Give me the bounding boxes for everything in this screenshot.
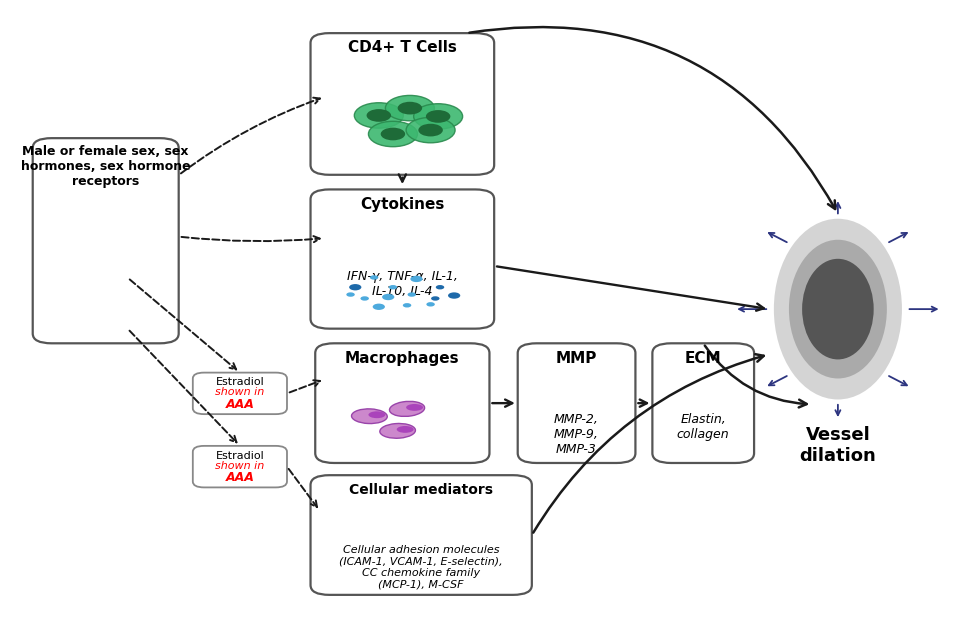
Ellipse shape	[774, 219, 901, 399]
Text: Macrophages: Macrophages	[345, 350, 459, 365]
FancyBboxPatch shape	[310, 475, 532, 595]
Text: ECM: ECM	[685, 350, 722, 365]
Text: Vessel
dilation: Vessel dilation	[799, 426, 877, 465]
Ellipse shape	[789, 240, 887, 379]
Text: Cytokines: Cytokines	[360, 197, 445, 212]
FancyBboxPatch shape	[653, 344, 754, 463]
Ellipse shape	[403, 303, 412, 308]
Text: Estradiol: Estradiol	[215, 377, 264, 387]
Ellipse shape	[435, 285, 444, 290]
FancyBboxPatch shape	[310, 190, 494, 328]
FancyBboxPatch shape	[192, 372, 287, 414]
Ellipse shape	[380, 423, 415, 438]
Ellipse shape	[397, 426, 413, 433]
FancyBboxPatch shape	[315, 344, 489, 463]
Ellipse shape	[372, 303, 385, 310]
Ellipse shape	[408, 293, 416, 297]
FancyBboxPatch shape	[33, 138, 179, 344]
Ellipse shape	[346, 293, 355, 297]
Circle shape	[354, 103, 403, 128]
Ellipse shape	[351, 409, 388, 423]
Circle shape	[386, 95, 434, 121]
FancyBboxPatch shape	[310, 33, 494, 175]
Ellipse shape	[368, 411, 386, 418]
Text: Cellular adhesion molecules
(ICAM-1, VCAM-1, E-selectin),
CC chemokine family
(M: Cellular adhesion molecules (ICAM-1, VCA…	[340, 544, 503, 590]
Ellipse shape	[389, 401, 425, 416]
Ellipse shape	[448, 293, 460, 299]
FancyBboxPatch shape	[192, 446, 287, 487]
Ellipse shape	[349, 284, 362, 290]
Circle shape	[426, 110, 451, 122]
Circle shape	[418, 124, 443, 136]
Text: Male or female sex, sex
hormones, sex hormone
receptors: Male or female sex, sex hormones, sex ho…	[21, 146, 190, 188]
Text: shown in: shown in	[215, 460, 264, 470]
Ellipse shape	[427, 302, 434, 306]
Text: MMP-2,
MMP-9,
MMP-3: MMP-2, MMP-9, MMP-3	[554, 413, 599, 456]
Ellipse shape	[361, 296, 368, 301]
Text: AAA: AAA	[226, 471, 255, 484]
Text: IFN-γ, TNF-α, IL-1,
IL-10, IL-4: IFN-γ, TNF-α, IL-1, IL-10, IL-4	[346, 270, 457, 298]
Text: CD4+ T Cells: CD4+ T Cells	[348, 40, 456, 55]
Ellipse shape	[369, 275, 378, 279]
Text: Estradiol: Estradiol	[215, 451, 264, 461]
Ellipse shape	[406, 404, 423, 411]
Circle shape	[406, 117, 456, 143]
Circle shape	[413, 104, 462, 129]
Circle shape	[381, 127, 405, 140]
FancyBboxPatch shape	[518, 344, 635, 463]
Text: Cellular mediators: Cellular mediators	[349, 482, 493, 497]
Circle shape	[368, 121, 417, 147]
Ellipse shape	[802, 259, 874, 359]
Ellipse shape	[389, 285, 397, 290]
Ellipse shape	[411, 276, 423, 282]
Text: Elastin,
collagen: Elastin, collagen	[677, 413, 729, 441]
Ellipse shape	[382, 294, 394, 300]
Circle shape	[398, 102, 422, 114]
Text: AAA: AAA	[226, 398, 255, 411]
Circle shape	[367, 109, 391, 122]
Text: shown in: shown in	[215, 387, 264, 398]
Text: MMP: MMP	[556, 350, 597, 365]
Ellipse shape	[431, 296, 439, 301]
